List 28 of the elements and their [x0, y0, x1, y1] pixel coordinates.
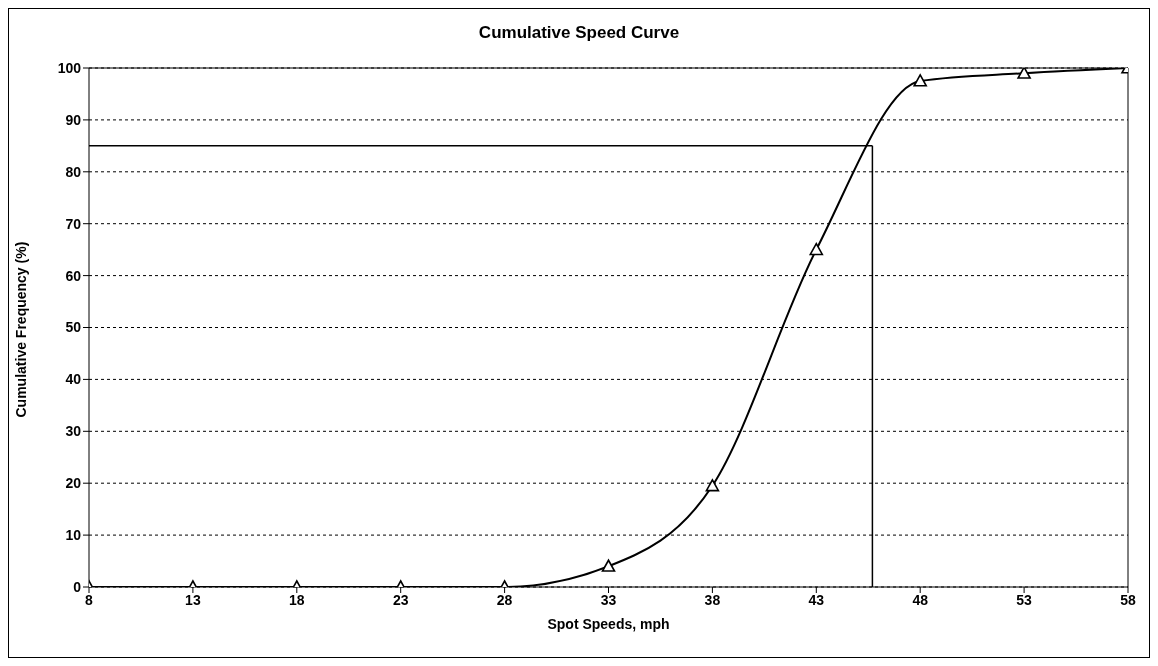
x-tick-label: 53	[1016, 591, 1033, 608]
x-tick-label: 8	[85, 591, 94, 608]
point	[1017, 68, 1031, 79]
x-tick-label: 38	[704, 591, 721, 608]
x-axis-title: Spot Speeds, mph	[547, 616, 670, 632]
y-tick-label: 90	[65, 111, 82, 128]
point	[809, 242, 824, 256]
y-tick-label: 40	[65, 371, 82, 388]
y-tick-label: 60	[65, 267, 82, 284]
x-tick-label: 13	[185, 591, 201, 608]
x-tick-label: 58	[1120, 591, 1136, 608]
y-tick-label: 50	[65, 319, 82, 336]
y-tick-label: 10	[65, 527, 82, 544]
y-axis-title: Cumulative Frequency (%)	[12, 241, 29, 418]
x-tick-label: 28	[496, 591, 513, 608]
x-tick-label: 33	[600, 591, 617, 608]
y-tick-label: 20	[65, 475, 82, 492]
x-tick-label: 23	[392, 591, 409, 608]
y-tick-label: 70	[65, 215, 82, 232]
y-tick-label: 80	[65, 163, 82, 180]
y-tick-label: 100	[57, 59, 82, 76]
x-tick-label: 18	[289, 591, 305, 608]
y-tick-label: 0	[73, 578, 82, 595]
x-tick-label: 48	[912, 591, 929, 608]
x-tick-label: 43	[808, 591, 825, 608]
chart-title: Cumulative Speed Curve	[477, 22, 681, 44]
y-tick-label: 30	[65, 423, 82, 440]
point	[913, 74, 927, 87]
